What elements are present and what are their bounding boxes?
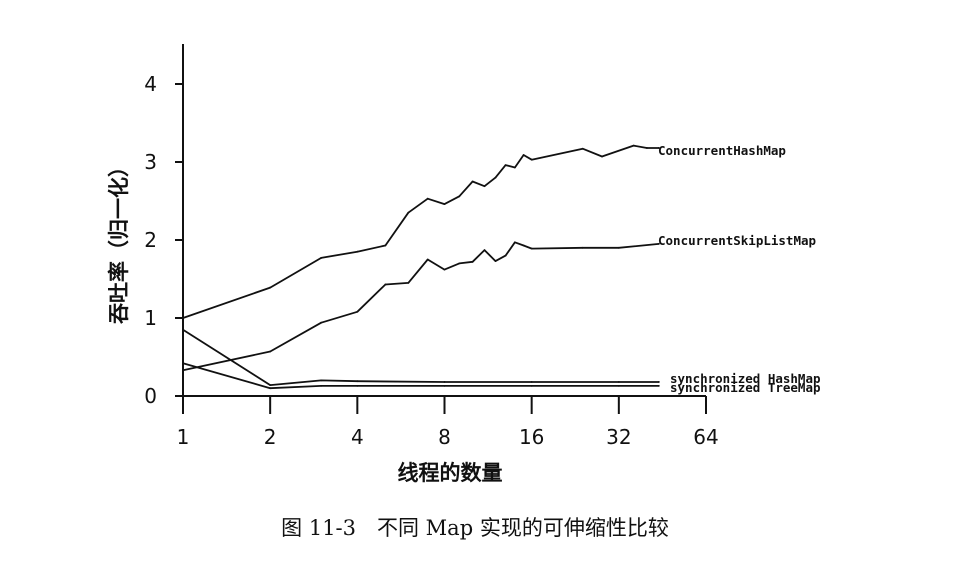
data-point-concurrenthashmap — [504, 164, 507, 167]
y-axis-title: 吞吐率（归一化） — [107, 156, 131, 324]
figure-caption: 图 11-3 不同 Map 实现的可伸缩性比较 — [281, 516, 669, 540]
data-point-synchronized-treemap — [320, 384, 323, 387]
data-point-concurrentskiplistmap — [617, 246, 620, 249]
data-point-concurrenthashmap — [530, 158, 533, 161]
data-point-concurrentskiplistmap — [657, 243, 660, 245]
series-line-synchronized-hashmap — [182, 328, 659, 387]
data-point-concurrentskiplistmap — [581, 246, 584, 249]
data-point-concurrentskiplistmap — [269, 350, 272, 353]
series-line-concurrentskiplistmap — [182, 241, 659, 372]
y-tick-label: 2 — [144, 228, 157, 252]
data-point-synchronized-hashmap — [657, 381, 660, 383]
data-point-synchronized-hashmap — [617, 381, 620, 383]
data-point-concurrentskiplistmap — [471, 260, 474, 263]
x-tick-label: 16 — [519, 425, 544, 449]
x-tick-label: 4 — [351, 425, 364, 449]
x-tick-label: 2 — [264, 425, 277, 449]
data-point-synchronized-treemap — [657, 384, 660, 387]
y-tick-label: 0 — [144, 384, 157, 408]
data-point-concurrenthashmap — [581, 147, 584, 150]
series-labels: ConcurrentHashMap ConcurrentSkipListMap sy… — [658, 143, 821, 395]
series-line-concurrenthashmap — [182, 144, 659, 319]
plot-area — [182, 144, 660, 390]
x-tick-label: 8 — [438, 425, 451, 449]
data-point-concurrenthashmap — [657, 147, 660, 149]
data-point-concurrenthashmap — [522, 154, 525, 156]
data-point-synchronized-treemap — [617, 384, 620, 387]
data-point-synchronized-hashmap — [320, 379, 323, 382]
data-point-concurrenthashmap — [494, 176, 497, 179]
series-label-concurrentskiplistmap: ConcurrentSkipListMap — [658, 233, 816, 248]
data-point-synchronized-treemap — [530, 384, 533, 387]
data-point-concurrentskiplistmap — [513, 241, 516, 244]
data-point-concurrentskiplistmap — [530, 247, 533, 250]
data-point-concurrenthashmap — [384, 244, 387, 247]
data-point-concurrentskiplistmap — [494, 260, 497, 262]
x-tick-label: 64 — [693, 425, 718, 449]
data-point-concurrentskiplistmap — [522, 244, 525, 247]
data-point-synchronized-hashmap — [269, 384, 272, 386]
data-point-concurrenthashmap — [426, 197, 429, 200]
data-point-synchronized-hashmap — [356, 380, 359, 383]
series-label-synchronized-treemap: synchronized TreeMap — [670, 380, 821, 395]
data-point-concurrentskiplistmap — [356, 310, 359, 313]
data-point-concurrenthashmap — [320, 257, 323, 259]
data-point-concurrenthashmap — [483, 185, 486, 188]
data-point-synchronized-hashmap — [443, 381, 446, 383]
data-point-concurrentskiplistmap — [384, 283, 387, 286]
data-point-concurrenthashmap — [458, 195, 461, 198]
data-point-concurrentskiplistmap — [458, 262, 461, 265]
data-point-concurrentskiplistmap — [443, 268, 446, 271]
data-point-concurrenthashmap — [269, 286, 272, 289]
data-point-synchronized-treemap — [443, 384, 446, 387]
y-tick-label: 3 — [144, 150, 157, 174]
data-point-concurrenthashmap — [513, 166, 516, 169]
data-point-concurrentskiplistmap — [504, 254, 507, 257]
series-line-synchronized-treemap — [182, 362, 659, 390]
data-point-concurrenthashmap — [356, 250, 359, 253]
data-point-synchronized-treemap — [356, 384, 359, 387]
data-point-concurrenthashmap — [443, 203, 446, 206]
data-point-concurrentskiplistmap — [407, 282, 410, 284]
data-point-concurrenthashmap — [182, 317, 184, 319]
data-point-concurrenthashmap — [407, 211, 410, 214]
x-tick-label: 32 — [606, 425, 631, 449]
x-axis-title: 线程的数量 — [398, 461, 503, 485]
series-label-concurrenthashmap: ConcurrentHashMap — [658, 143, 786, 158]
data-point-synchronized-treemap — [182, 362, 184, 365]
x-tick-label: 1 — [177, 425, 190, 449]
data-point-concurrentskiplistmap — [320, 321, 323, 324]
data-point-synchronized-treemap — [269, 387, 272, 390]
data-point-concurrentskiplistmap — [426, 258, 429, 261]
data-point-concurrenthashmap — [471, 180, 474, 183]
series-label-synchronized-hashmap: synchronized HashMap — [670, 371, 821, 386]
data-point-synchronized-hashmap — [182, 328, 184, 331]
data-point-concurrenthashmap — [601, 155, 603, 158]
data-point-concurrentskiplistmap — [182, 369, 184, 372]
data-point-concurrenthashmap — [632, 144, 635, 147]
data-point-concurrentskiplistmap — [483, 249, 486, 252]
y-tick-label: 4 — [144, 72, 157, 96]
data-point-concurrenthashmap — [645, 147, 648, 149]
data-point-synchronized-hashmap — [530, 381, 533, 383]
y-tick-label: 1 — [144, 306, 157, 330]
